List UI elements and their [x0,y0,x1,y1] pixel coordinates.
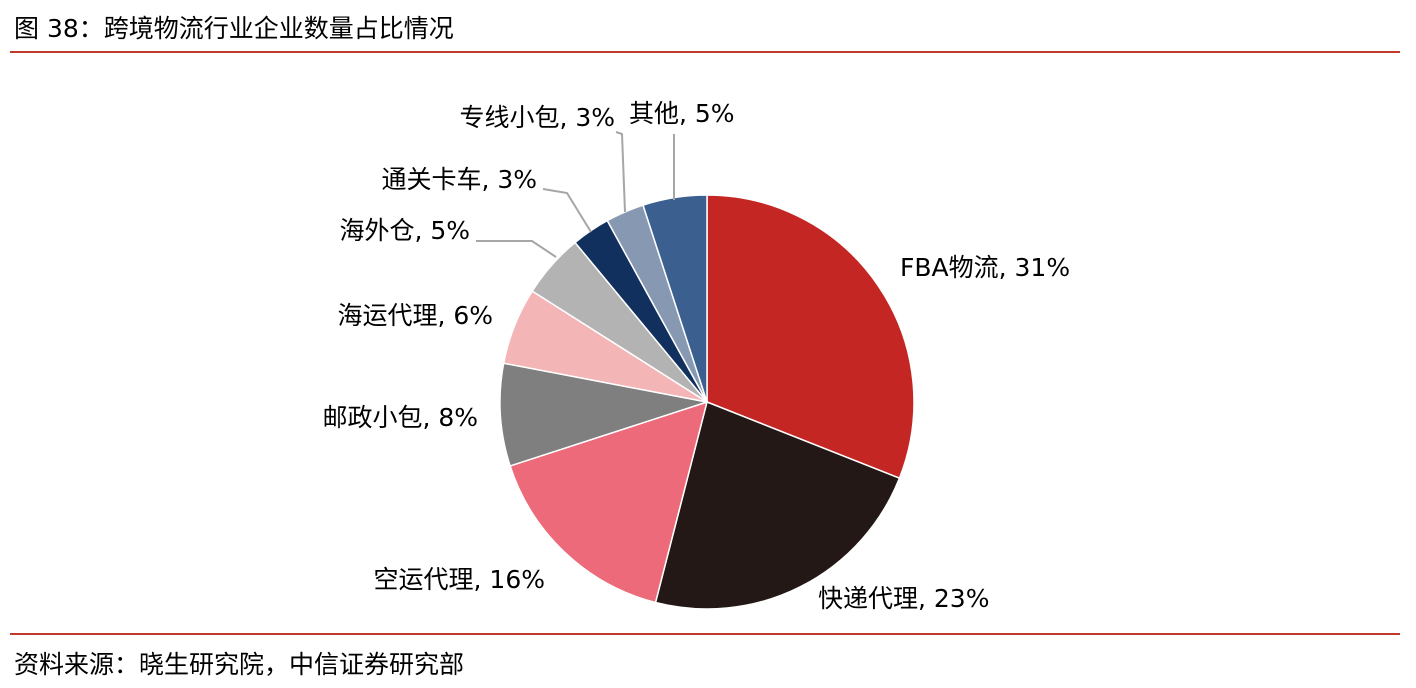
slice-label-2: 快递代理, 23% [818,584,989,613]
slice-label-3: 空运代理, 16% [374,565,545,594]
pie-slice-2 [654,400,901,610]
leader-line-7 [542,188,592,233]
pie-slice-1 [706,194,915,480]
slice-label-4: 邮政小包, 8% [322,403,478,432]
leader-line-8 [615,131,626,213]
slice-label-5: 海运代理, 6% [337,301,493,330]
slice-label-7: 通关卡车, 3% [381,165,537,194]
slice-label-9: 其他, 5% [629,99,735,128]
source-note: 资料来源：晓生研究院，中信证券研究部 [14,650,465,679]
slice-label-6: 海外仓, 5% [339,216,470,245]
pie-slice-3 [509,400,709,604]
slice-label-1: FBA物流, 31% [900,253,1070,282]
source-divider [10,633,1400,635]
pie-slice-4 [499,362,708,467]
figure-title: 图 38：跨境物流行业企业数量占比情况 [14,14,454,43]
slice-label-8: 专线小包, 3% [459,103,615,132]
title-divider [10,51,1400,53]
leader-line-6 [476,240,557,258]
